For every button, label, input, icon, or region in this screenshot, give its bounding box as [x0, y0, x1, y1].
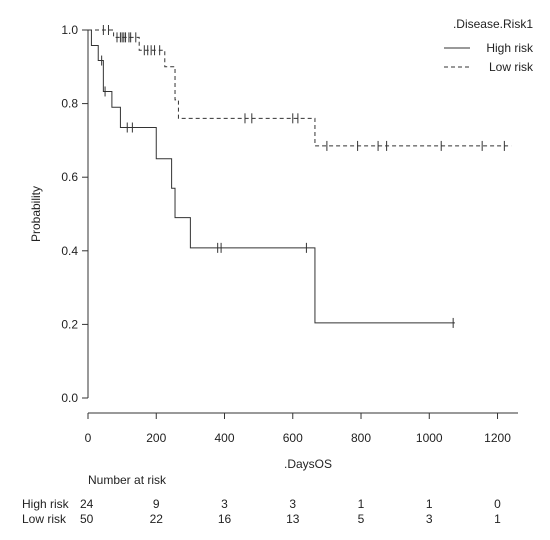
x-ticks: 0 200 400 600 800 1000 1200 — [85, 413, 511, 445]
y-tick-label: 0.4 — [61, 244, 78, 258]
risk-count: 13 — [286, 512, 300, 526]
y-tick-label: 0.2 — [61, 317, 78, 331]
survival-curves — [88, 29, 512, 324]
risk-count: 0 — [494, 497, 501, 511]
censor-marks — [101, 25, 505, 328]
legend-entry-high-risk: High risk — [486, 41, 534, 55]
risk-row-label-high-risk: High risk — [22, 497, 70, 511]
x-tick-label: 600 — [283, 431, 303, 445]
risk-count: 3 — [426, 512, 433, 526]
axes — [87, 30, 518, 414]
risk-count: 22 — [150, 512, 164, 526]
x-tick-label: 1200 — [484, 431, 511, 445]
risk-count: 1 — [426, 497, 433, 511]
risk-count: 24 — [80, 497, 94, 511]
risk-counts: 24 9 3 3 1 1 050 22 16 13 5 3 1 — [80, 497, 501, 526]
curve-low-risk — [88, 29, 512, 147]
y-tick-label: 0.0 — [61, 391, 78, 405]
legend: .Disease.Risk1 High risk Low risk — [444, 17, 534, 74]
risk-row-label-low-risk: Low risk — [22, 512, 67, 526]
curve-high-risk — [88, 29, 455, 324]
x-axis-label: .DaysOS — [284, 457, 332, 471]
y-axis-label: Probability — [29, 186, 43, 242]
risk-count: 3 — [221, 497, 228, 511]
risk-count: 5 — [358, 512, 365, 526]
x-tick-label: 0 — [85, 431, 92, 445]
x-tick-label: 1000 — [416, 431, 443, 445]
risk-count: 1 — [358, 497, 365, 511]
risk-count: 3 — [289, 497, 296, 511]
y-tick-label: 0.8 — [61, 97, 78, 111]
x-tick-label: 200 — [146, 431, 166, 445]
legend-entry-low-risk: Low risk — [489, 60, 534, 74]
risk-table: Number at risk High risk Low risk 24 9 3 3 1… — [22, 473, 501, 526]
x-tick-label: 400 — [214, 431, 234, 445]
risk-count: 1 — [494, 512, 501, 526]
risk-count: 9 — [153, 497, 160, 511]
y-ticks: 0.0 0.2 0.4 0.6 0.8 1.0 — [61, 23, 88, 405]
y-tick-label: 1.0 — [61, 23, 78, 37]
risk-count: 16 — [218, 512, 232, 526]
legend-title: .Disease.Risk1 — [453, 17, 533, 31]
risk-count: 50 — [80, 512, 94, 526]
risk-table-title: Number at risk — [88, 473, 167, 487]
x-tick-label: 800 — [351, 431, 371, 445]
y-tick-label: 0.6 — [61, 170, 78, 184]
